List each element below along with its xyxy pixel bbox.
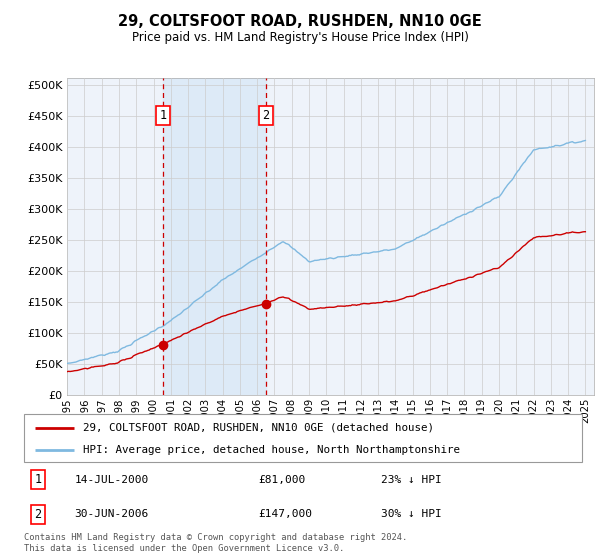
Text: 14-JUL-2000: 14-JUL-2000 <box>74 475 148 484</box>
Text: 30% ↓ HPI: 30% ↓ HPI <box>381 510 442 519</box>
Text: Contains HM Land Registry data © Crown copyright and database right 2024.
This d: Contains HM Land Registry data © Crown c… <box>24 533 407 553</box>
Text: 2: 2 <box>262 109 269 122</box>
Bar <box>163 78 266 395</box>
Text: HPI: Average price, detached house, North Northamptonshire: HPI: Average price, detached house, Nort… <box>83 445 460 455</box>
Text: 29, COLTSFOOT ROAD, RUSHDEN, NN10 0GE: 29, COLTSFOOT ROAD, RUSHDEN, NN10 0GE <box>118 14 482 29</box>
Text: £147,000: £147,000 <box>259 510 313 519</box>
FancyBboxPatch shape <box>24 414 582 462</box>
Text: £81,000: £81,000 <box>259 475 305 484</box>
Text: 23% ↓ HPI: 23% ↓ HPI <box>381 475 442 484</box>
Text: 1: 1 <box>34 473 41 486</box>
Text: 1: 1 <box>160 109 166 122</box>
Text: 29, COLTSFOOT ROAD, RUSHDEN, NN10 0GE (detached house): 29, COLTSFOOT ROAD, RUSHDEN, NN10 0GE (d… <box>83 423 434 433</box>
Text: 2: 2 <box>34 508 41 521</box>
Text: Price paid vs. HM Land Registry's House Price Index (HPI): Price paid vs. HM Land Registry's House … <box>131 31 469 44</box>
Text: 30-JUN-2006: 30-JUN-2006 <box>74 510 148 519</box>
